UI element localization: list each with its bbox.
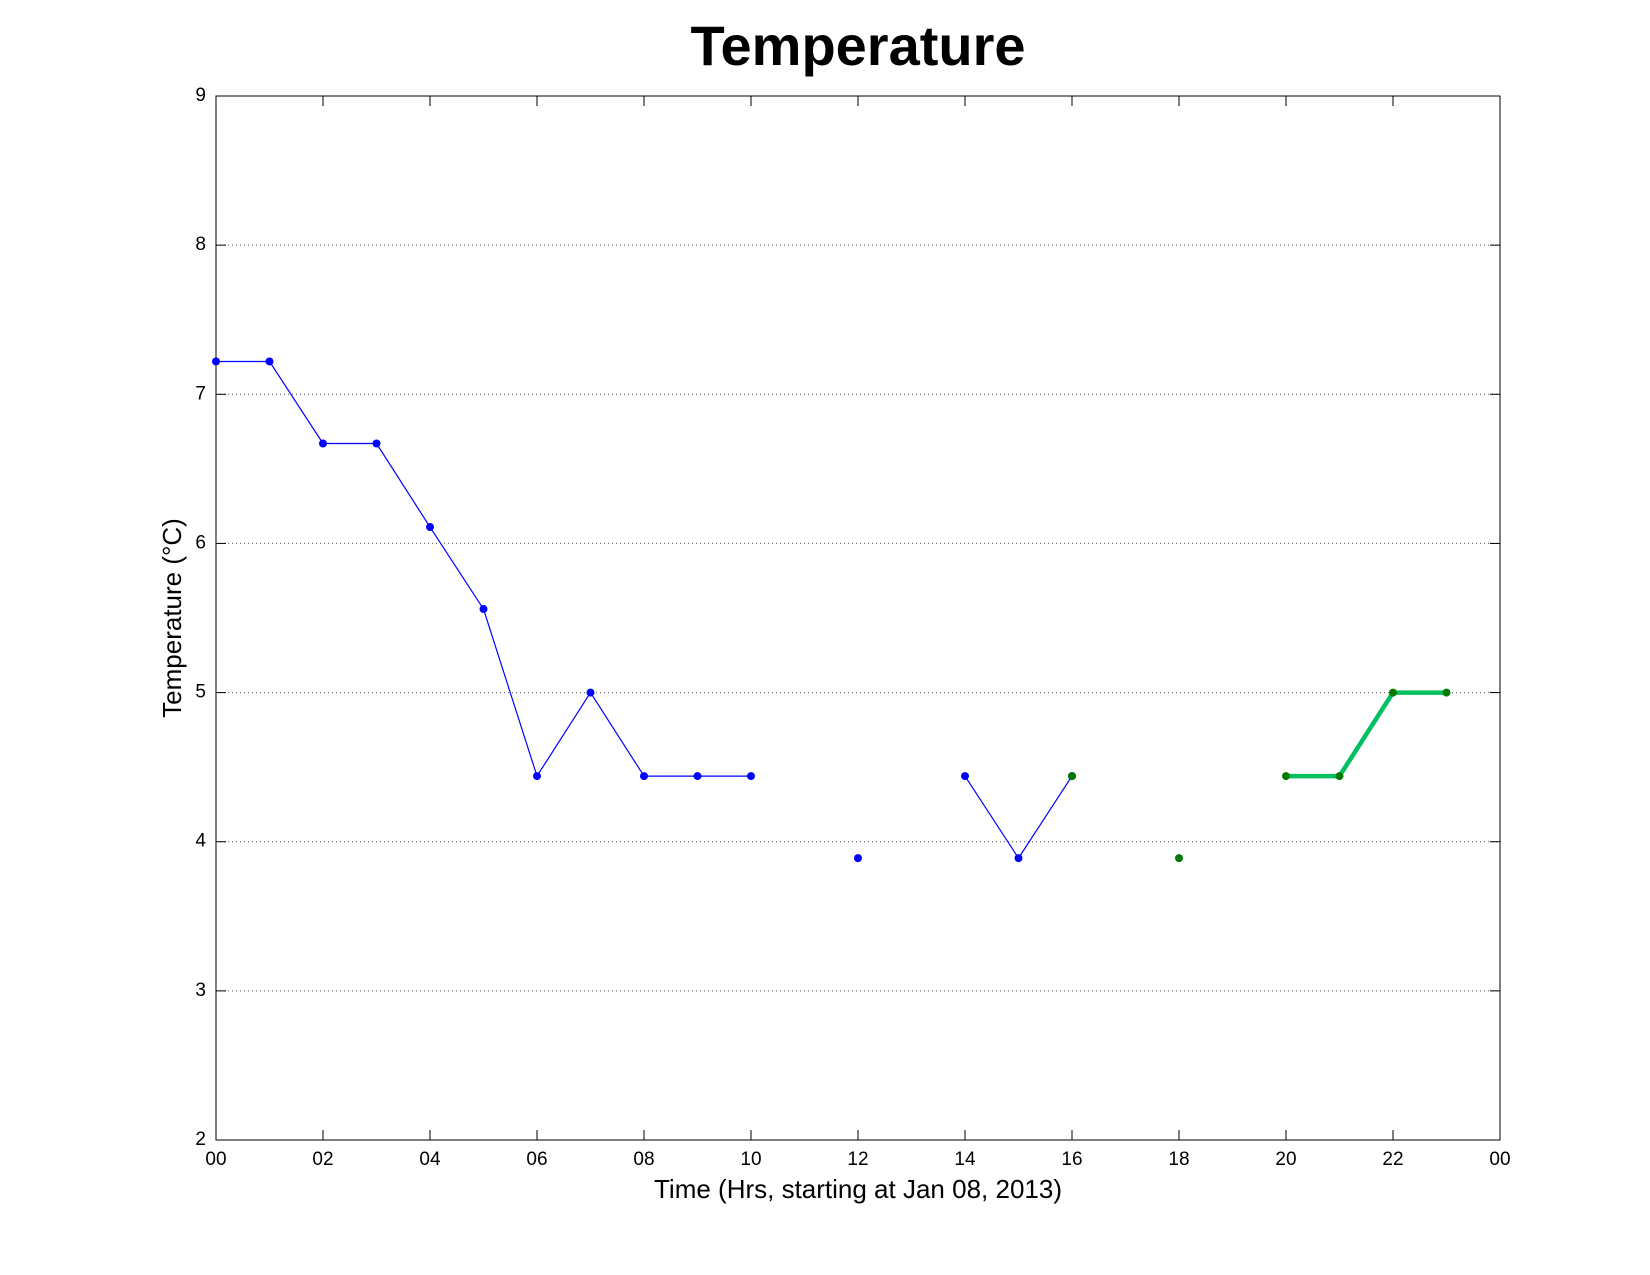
x-tick-label: 14: [954, 1149, 976, 1170]
data-point: [533, 772, 541, 781]
y-tick-label: 7: [195, 383, 206, 404]
y-tick-label: 2: [195, 1129, 206, 1150]
x-tick-label: 20: [1275, 1149, 1296, 1170]
data-point: [265, 357, 274, 366]
series-line: [216, 360, 1073, 859]
data-point: [479, 605, 488, 614]
data-point: [426, 523, 434, 532]
x-tick-label: 22: [1382, 1149, 1403, 1170]
data-point: [212, 357, 220, 366]
data-point: [640, 772, 648, 781]
y-tick-label: 4: [195, 831, 206, 852]
x-tick-label: 10: [740, 1149, 761, 1170]
x-tick-label: 08: [633, 1149, 654, 1170]
x-tick-label: 16: [1061, 1149, 1082, 1170]
data-point: [1175, 854, 1183, 863]
x-tick-label: 02: [312, 1149, 333, 1170]
y-tick-label: 6: [195, 532, 206, 553]
data-point: [1442, 688, 1451, 697]
data-point: [1014, 854, 1023, 863]
x-tick-label: 00: [205, 1149, 226, 1170]
x-tick-label: 04: [419, 1149, 441, 1170]
x-tick-label: 18: [1168, 1149, 1189, 1170]
y-tick-label: 3: [195, 980, 206, 1001]
x-axis-label: Time (Hrs, starting at Jan 08, 2013): [654, 1174, 1062, 1204]
y-tick-label: 8: [195, 234, 206, 255]
data-point: [693, 772, 702, 781]
y-axis-label: Temperature (°C): [157, 518, 187, 718]
data-point: [372, 439, 381, 448]
y-tick-label: 9: [195, 85, 206, 106]
data-point: [747, 772, 755, 781]
x-tick-label: 12: [847, 1149, 868, 1170]
data-point: [1282, 772, 1290, 781]
x-tick-label: 06: [526, 1149, 547, 1170]
data-point: [961, 772, 969, 781]
series-line: [1286, 690, 1447, 779]
x-tick-label: 00: [1489, 1149, 1510, 1170]
plot-frame: [215, 95, 1501, 1141]
data-point: [854, 854, 862, 863]
data-point: [586, 688, 595, 697]
data-point: [1389, 688, 1397, 697]
data-point: [1068, 772, 1076, 781]
y-tick-label: 5: [195, 682, 206, 703]
data-point: [1335, 772, 1344, 781]
chart-title: Temperature: [690, 14, 1025, 77]
data-point: [319, 439, 327, 448]
